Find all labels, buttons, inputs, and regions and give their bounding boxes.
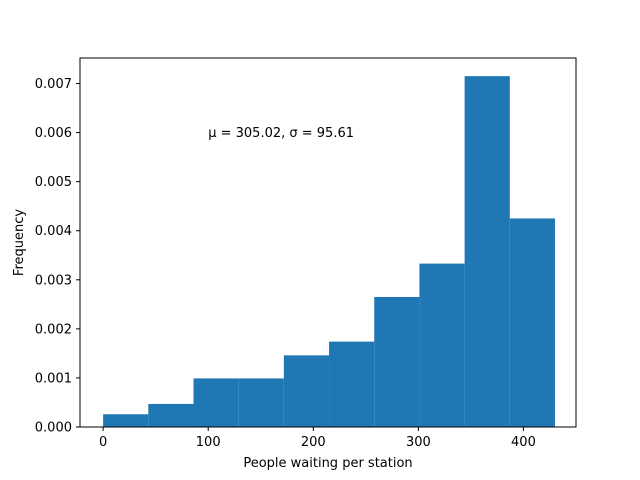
x-tick-label: 0 bbox=[99, 435, 107, 450]
x-tick-label: 300 bbox=[406, 435, 431, 450]
histogram-bar bbox=[329, 341, 375, 427]
x-tick-label: 400 bbox=[511, 435, 536, 450]
histogram-bar bbox=[238, 378, 284, 427]
x-axis-ticks: 0 100 200 300 400 bbox=[99, 427, 536, 450]
histogram-bar bbox=[464, 76, 510, 428]
y-axis-ticks: 0.000 0.001 0.002 0.003 0.004 0.005 0.006 0.007 bbox=[35, 77, 80, 436]
histogram-bar bbox=[148, 403, 194, 427]
stats-annotation: μ = 305.02, σ = 95.61 bbox=[208, 126, 354, 141]
y-tick-label: 0.000 bbox=[35, 421, 72, 436]
y-tick-label: 0.007 bbox=[35, 77, 72, 92]
y-tick-label: 0.001 bbox=[35, 371, 72, 386]
histogram-bar bbox=[374, 296, 420, 427]
x-axis-label: People waiting per station bbox=[243, 456, 412, 471]
y-tick-label: 0.004 bbox=[35, 224, 72, 239]
histogram-bar bbox=[283, 355, 330, 427]
y-tick-label: 0.003 bbox=[35, 273, 72, 288]
histogram-bars bbox=[103, 76, 555, 428]
histogram-bar bbox=[419, 263, 465, 427]
x-tick-label: 100 bbox=[196, 435, 221, 450]
histogram-bar bbox=[103, 414, 149, 427]
y-tick-label: 0.005 bbox=[35, 175, 72, 190]
plot-frame bbox=[79, 57, 577, 428]
y-axis-label: Frequency bbox=[12, 209, 27, 276]
histogram-bar bbox=[193, 378, 239, 427]
x-tick-label: 200 bbox=[301, 435, 326, 450]
y-tick-label: 0.006 bbox=[35, 126, 72, 141]
histogram-bar bbox=[509, 218, 555, 427]
y-tick-label: 0.002 bbox=[35, 322, 72, 337]
